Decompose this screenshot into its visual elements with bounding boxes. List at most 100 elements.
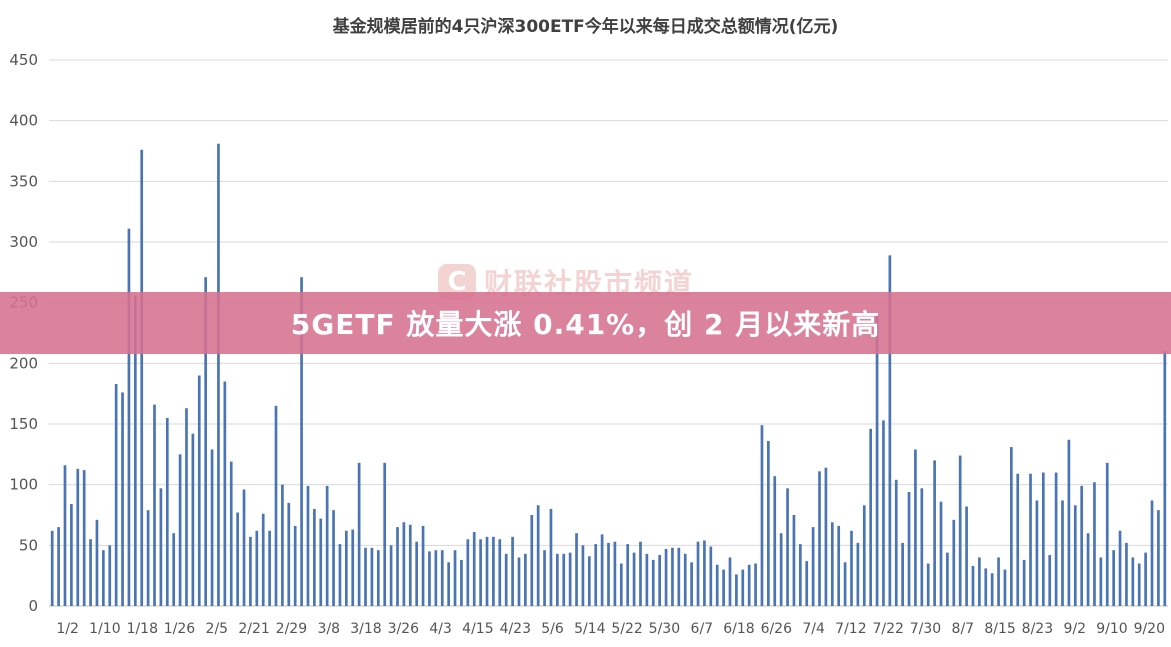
x-tick-label: 2/5 bbox=[206, 621, 229, 637]
bar bbox=[57, 527, 60, 606]
bar bbox=[1048, 555, 1052, 606]
bar bbox=[830, 522, 834, 606]
bar bbox=[1041, 472, 1045, 606]
bar bbox=[50, 530, 54, 606]
bar bbox=[683, 553, 687, 606]
y-tick-label: 100 bbox=[9, 476, 38, 494]
x-tick-label: 1/2 bbox=[56, 621, 79, 637]
bar bbox=[658, 555, 661, 606]
bar bbox=[869, 428, 873, 606]
bar bbox=[63, 465, 67, 606]
bar bbox=[351, 529, 355, 606]
bar bbox=[472, 531, 476, 606]
bar bbox=[421, 525, 425, 606]
bar bbox=[440, 550, 444, 606]
bar bbox=[504, 553, 508, 606]
x-tick-label: 5/14 bbox=[574, 621, 606, 637]
bar bbox=[703, 540, 706, 606]
bar bbox=[843, 562, 847, 606]
y-tick-label: 450 bbox=[9, 51, 38, 69]
y-tick-label: 50 bbox=[19, 536, 38, 554]
x-tick-label: 3/26 bbox=[388, 621, 420, 637]
bar bbox=[1029, 473, 1032, 606]
bar bbox=[850, 530, 853, 606]
y-tick-label: 0 bbox=[28, 597, 38, 615]
bar bbox=[607, 542, 610, 606]
x-tick-label: 5/6 bbox=[541, 621, 564, 637]
bar bbox=[747, 564, 751, 606]
x-tick-label: 7/12 bbox=[835, 621, 866, 637]
x-tick-label: 7/30 bbox=[910, 621, 941, 637]
bar bbox=[1067, 439, 1071, 606]
bar bbox=[894, 479, 898, 606]
x-tick-label: 6/18 bbox=[723, 621, 754, 637]
bar bbox=[159, 488, 163, 606]
x-tick-label: 8/7 bbox=[952, 621, 975, 637]
y-tick-label: 200 bbox=[9, 354, 38, 372]
bar bbox=[428, 551, 431, 606]
bar bbox=[639, 541, 642, 606]
bar bbox=[127, 228, 131, 606]
bar bbox=[389, 545, 393, 606]
x-tick-label: 6/7 bbox=[691, 621, 714, 637]
bar bbox=[798, 544, 802, 606]
bar bbox=[619, 563, 623, 606]
headline-text: 5GETF 放量大涨 0.41%，创 2 月以来新高 bbox=[290, 308, 881, 341]
x-tick-label: 5/30 bbox=[649, 621, 680, 637]
bar bbox=[249, 536, 252, 606]
headline-banner: 5GETF 放量大涨 0.41%，创 2 月以来新高 bbox=[0, 292, 1171, 354]
bar bbox=[965, 506, 968, 606]
bar bbox=[978, 557, 981, 606]
chart-title: 基金规模居前的4只沪深300ETF今年以来每日成交总额情况(亿元) bbox=[332, 17, 839, 37]
x-tick-label: 1/10 bbox=[89, 621, 120, 637]
bar bbox=[1086, 533, 1090, 606]
bar bbox=[102, 550, 105, 606]
x-tick-label: 1/18 bbox=[127, 621, 158, 637]
bar bbox=[511, 536, 514, 606]
bar bbox=[1150, 500, 1154, 606]
bar bbox=[287, 502, 291, 606]
bar bbox=[984, 568, 988, 606]
bar bbox=[556, 553, 559, 606]
bar bbox=[786, 488, 789, 606]
bar bbox=[671, 547, 674, 606]
bar bbox=[281, 484, 284, 606]
bar bbox=[274, 405, 278, 606]
bar bbox=[888, 255, 892, 606]
bar bbox=[217, 143, 220, 606]
bar bbox=[146, 510, 150, 606]
bar bbox=[722, 569, 725, 606]
bar bbox=[460, 559, 463, 606]
bar bbox=[811, 527, 815, 606]
bar bbox=[530, 515, 534, 606]
bar bbox=[1118, 530, 1122, 606]
bar bbox=[313, 508, 316, 606]
bar bbox=[1073, 505, 1077, 606]
bar bbox=[920, 488, 924, 606]
bar bbox=[165, 417, 169, 606]
bar bbox=[709, 546, 713, 606]
bar bbox=[651, 559, 655, 606]
bar bbox=[70, 504, 73, 606]
bar bbox=[933, 460, 936, 606]
bar bbox=[735, 574, 738, 606]
bar bbox=[741, 569, 745, 606]
bar bbox=[1099, 557, 1103, 606]
bar bbox=[728, 557, 732, 606]
bar bbox=[140, 149, 144, 607]
bar bbox=[415, 541, 419, 606]
bar bbox=[664, 548, 668, 606]
bar bbox=[364, 547, 367, 606]
bars bbox=[50, 143, 1167, 607]
bar bbox=[1054, 472, 1058, 606]
bar bbox=[754, 563, 757, 606]
bar bbox=[178, 454, 182, 606]
bar bbox=[875, 314, 879, 606]
bar bbox=[1080, 485, 1084, 606]
bar bbox=[581, 545, 585, 606]
x-tick-label: 3/18 bbox=[350, 621, 381, 637]
bar bbox=[568, 552, 572, 606]
bar bbox=[1137, 563, 1141, 606]
bar bbox=[332, 510, 335, 606]
bar bbox=[223, 381, 227, 606]
